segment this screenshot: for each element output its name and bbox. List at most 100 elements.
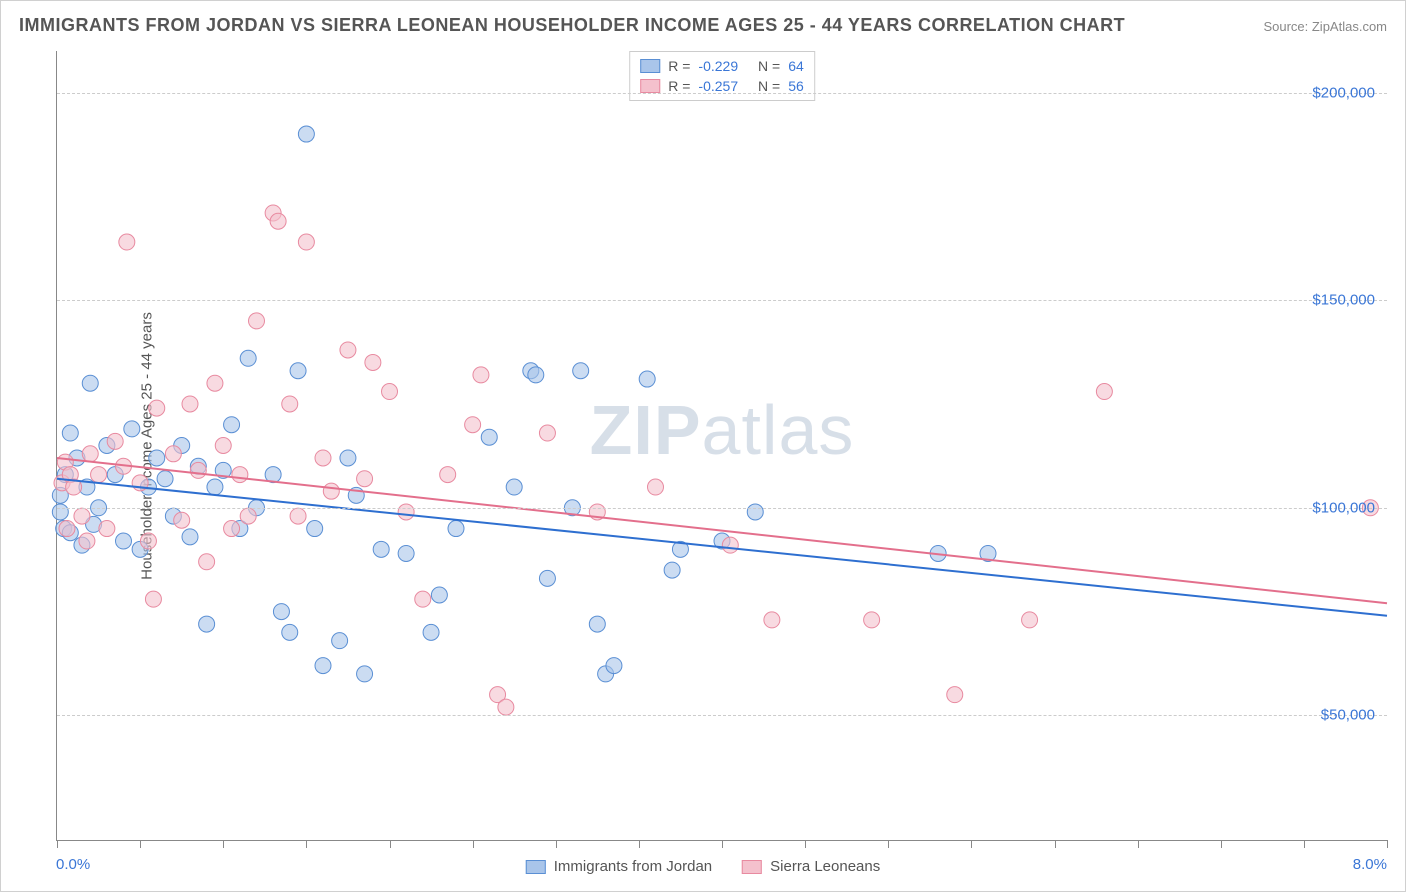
data-point xyxy=(357,471,373,487)
data-point xyxy=(215,438,231,454)
data-point xyxy=(747,504,763,520)
data-point xyxy=(232,467,248,483)
data-point xyxy=(157,471,173,487)
data-point xyxy=(224,417,240,433)
data-point xyxy=(307,521,323,537)
x-axis-min-label: 0.0% xyxy=(56,856,90,873)
x-tick xyxy=(1221,840,1222,848)
data-point xyxy=(62,425,78,441)
x-tick xyxy=(306,840,307,848)
x-tick xyxy=(1387,840,1388,848)
plot-svg xyxy=(57,51,1387,840)
x-tick xyxy=(473,840,474,848)
y-tick-label: $200,000 xyxy=(1312,84,1375,101)
data-point xyxy=(149,450,165,466)
legend-r-val-0: -0.229 xyxy=(698,58,738,74)
data-point xyxy=(82,375,98,391)
data-point xyxy=(116,533,132,549)
data-point xyxy=(240,508,256,524)
data-point xyxy=(664,562,680,578)
x-axis-max-label: 8.0% xyxy=(1353,856,1387,873)
source-label: Source: ZipAtlas.com xyxy=(1263,19,1387,34)
data-point xyxy=(199,554,215,570)
data-point xyxy=(282,396,298,412)
data-point xyxy=(290,508,306,524)
data-point xyxy=(249,313,265,329)
data-point xyxy=(639,371,655,387)
gridline xyxy=(57,508,1387,509)
data-point xyxy=(431,587,447,603)
series-swatch-1 xyxy=(742,860,762,874)
data-point xyxy=(224,521,240,537)
data-point xyxy=(74,508,90,524)
gridline xyxy=(57,715,1387,716)
data-point xyxy=(764,612,780,628)
data-point xyxy=(240,350,256,366)
data-point xyxy=(91,467,107,483)
data-point xyxy=(415,591,431,607)
x-tick xyxy=(1055,840,1056,848)
data-point xyxy=(648,479,664,495)
data-point xyxy=(539,425,555,441)
data-point xyxy=(864,612,880,628)
data-point xyxy=(315,450,331,466)
series-name-0: Immigrants from Jordan xyxy=(554,858,712,875)
data-point xyxy=(365,354,381,370)
data-point xyxy=(481,429,497,445)
gridline xyxy=(57,300,1387,301)
y-tick-label: $100,000 xyxy=(1312,499,1375,516)
x-tick xyxy=(223,840,224,848)
series-legend-item-1: Sierra Leoneans xyxy=(742,858,880,875)
data-point xyxy=(119,234,135,250)
data-point xyxy=(174,512,190,528)
x-tick xyxy=(556,840,557,848)
legend-row-0: R = -0.229 N = 64 xyxy=(640,56,804,76)
data-point xyxy=(149,400,165,416)
data-point xyxy=(473,367,489,383)
series-name-1: Sierra Leoneans xyxy=(770,858,880,875)
data-point xyxy=(606,658,622,674)
data-point xyxy=(190,462,206,478)
x-tick xyxy=(805,840,806,848)
data-point xyxy=(270,213,286,229)
data-point xyxy=(498,699,514,715)
data-point xyxy=(398,545,414,561)
gridline xyxy=(57,93,1387,94)
data-point xyxy=(323,483,339,499)
legend-n-val-0: 64 xyxy=(788,58,804,74)
data-point xyxy=(722,537,738,553)
data-point xyxy=(124,421,140,437)
y-tick-label: $50,000 xyxy=(1321,707,1375,724)
data-point xyxy=(1096,384,1112,400)
data-point xyxy=(298,126,314,142)
x-tick xyxy=(888,840,889,848)
trend-line xyxy=(57,479,1387,616)
data-point xyxy=(79,533,95,549)
data-point xyxy=(298,234,314,250)
data-point xyxy=(465,417,481,433)
plot-area: ZIPatlas R = -0.229 N = 64 R = -0.257 N … xyxy=(56,51,1387,841)
data-point xyxy=(423,624,439,640)
x-tick xyxy=(1138,840,1139,848)
series-legend-item-0: Immigrants from Jordan xyxy=(526,858,712,875)
data-point xyxy=(440,467,456,483)
x-tick xyxy=(971,840,972,848)
x-tick xyxy=(1304,840,1305,848)
data-point xyxy=(290,363,306,379)
data-point xyxy=(207,479,223,495)
x-tick xyxy=(140,840,141,848)
data-point xyxy=(589,616,605,632)
data-point xyxy=(539,570,555,586)
x-tick xyxy=(639,840,640,848)
data-point xyxy=(99,521,115,537)
data-point xyxy=(340,450,356,466)
x-tick xyxy=(390,840,391,848)
data-point xyxy=(273,604,289,620)
chart-title: IMMIGRANTS FROM JORDAN VS SIERRA LEONEAN… xyxy=(19,15,1125,36)
data-point xyxy=(182,529,198,545)
data-point xyxy=(506,479,522,495)
chart-container: IMMIGRANTS FROM JORDAN VS SIERRA LEONEAN… xyxy=(0,0,1406,892)
data-point xyxy=(140,533,156,549)
legend-swatch-0 xyxy=(640,59,660,73)
series-legend: Immigrants from Jordan Sierra Leoneans xyxy=(526,858,880,875)
